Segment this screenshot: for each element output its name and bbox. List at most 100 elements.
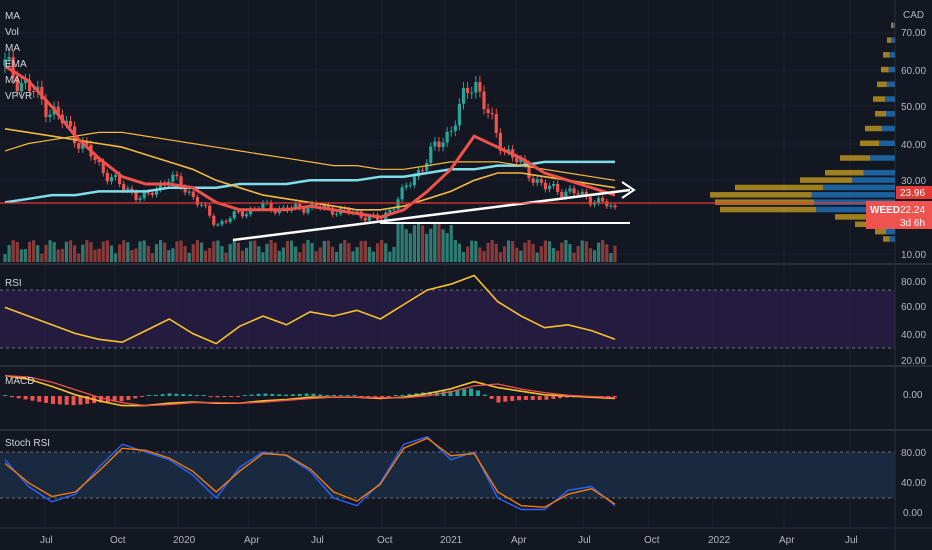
macd-hist-bar [373,396,378,398]
level-badge-text: 23.96 [900,188,925,199]
volume-bar [502,246,507,262]
candle-body [146,192,150,194]
candle-body [56,106,60,115]
candle-body [150,192,154,195]
legend-item[interactable]: Vol [5,27,19,38]
volume-bar [97,248,101,262]
rsi-pane-title[interactable]: RSI [5,278,22,289]
candle-body [539,179,543,183]
trendline-rising[interactable] [232,188,631,242]
legend-item[interactable]: VPVR [5,91,32,102]
candle-body [486,109,490,113]
vp-bar-sell [715,199,814,205]
vp-bar-buy [879,140,895,146]
volume-bar [68,240,73,262]
volume-bar [183,245,187,262]
volume-bar [392,246,396,262]
macd-hist-bar [23,396,28,400]
candle-body [11,57,15,78]
macd-hist-bar [469,388,474,396]
candle-body [445,131,449,143]
vp-bar-buy [816,206,895,213]
volume-bar [515,247,519,262]
macd-hist-bar [256,393,261,396]
volume-bar [269,240,273,262]
legend-item[interactable]: EMA [5,59,27,70]
time-tick: Apr [779,535,795,546]
macd-hist-bar [37,396,42,402]
volume-bar [441,229,445,262]
candle-body [592,202,597,205]
candle-body [228,218,232,222]
volume-bar [310,242,314,262]
candle-body [113,174,118,178]
candle-body [412,176,416,186]
candle-body [212,215,216,225]
price-axis[interactable]: CAD 70.00 60.00 50.00 40.00 30.00 10.00 … [901,10,926,519]
legend-item[interactable]: MA [5,43,20,54]
vp-bar-sell [875,111,886,117]
volume-bar [23,249,28,262]
volume-bar [113,253,118,262]
time-axis[interactable]: Jul Oct 2020 Apr Jul Oct 2021 Apr Jul Oc… [40,535,858,546]
volume-bar [597,242,601,262]
candle-body [109,177,114,182]
candle-body [498,133,502,151]
candle-body [171,174,175,182]
macd-pane-title[interactable]: MACD [5,376,34,387]
macd-hist-bar [194,395,199,396]
legend-item[interactable]: MA [5,11,20,22]
volume-bar [105,240,109,262]
candle-body [3,59,7,67]
macd-hist-bar [325,395,330,396]
rsi-band [0,290,895,348]
volume-bar [543,240,548,262]
volume-bar [40,253,44,262]
volume-bar [195,240,200,262]
candle-body [64,120,69,124]
ma-cyan-line [4,160,615,204]
volume-bar [294,246,298,262]
macd-hist-bar [359,396,364,397]
volume-bar [52,242,56,262]
macd-hist-bar [297,393,302,396]
volume-bar [568,244,572,262]
candle-body [191,191,195,198]
candle-body [101,162,105,173]
candle-body [85,141,89,145]
volume-bar [289,240,294,262]
price-tick: 30.00 [901,176,926,187]
vp-bar-sell [873,96,886,102]
macd-hist-bar [3,395,7,396]
stoch-tick: 80.00 [901,448,926,459]
macd-hist-bar [119,396,124,402]
macd-hist-bar [331,395,336,396]
volume-bar [613,245,617,262]
price-badge[interactable] [866,201,932,229]
volume-bar [32,240,36,262]
candle-body [240,211,245,217]
macd-hist-bar [242,395,247,396]
candle-body [273,210,277,213]
macd-hist-bar [530,396,535,400]
volume-bar [445,233,449,262]
volume-bar [60,248,64,262]
volume-bar [77,253,81,262]
stoch-pane-title[interactable]: Stoch RSI [5,438,50,449]
level-badge[interactable] [896,186,932,199]
candle-body [466,88,470,93]
volume-bar [11,240,15,262]
macd-hist-bar [284,394,289,396]
macd-hist-bar [181,394,186,396]
vp-bar-sell [710,192,812,198]
price-tick: 60.00 [901,66,926,77]
indicator-legend[interactable]: MA Vol MA EMA MA VPVR [5,11,32,102]
volume-bar [171,248,175,262]
legend-item[interactable]: MA [5,75,20,86]
candle-body [551,183,556,186]
candle-body [580,191,584,195]
macd-hist-bar [496,396,501,403]
volume-bars [3,222,617,262]
volume-bar [584,241,588,262]
